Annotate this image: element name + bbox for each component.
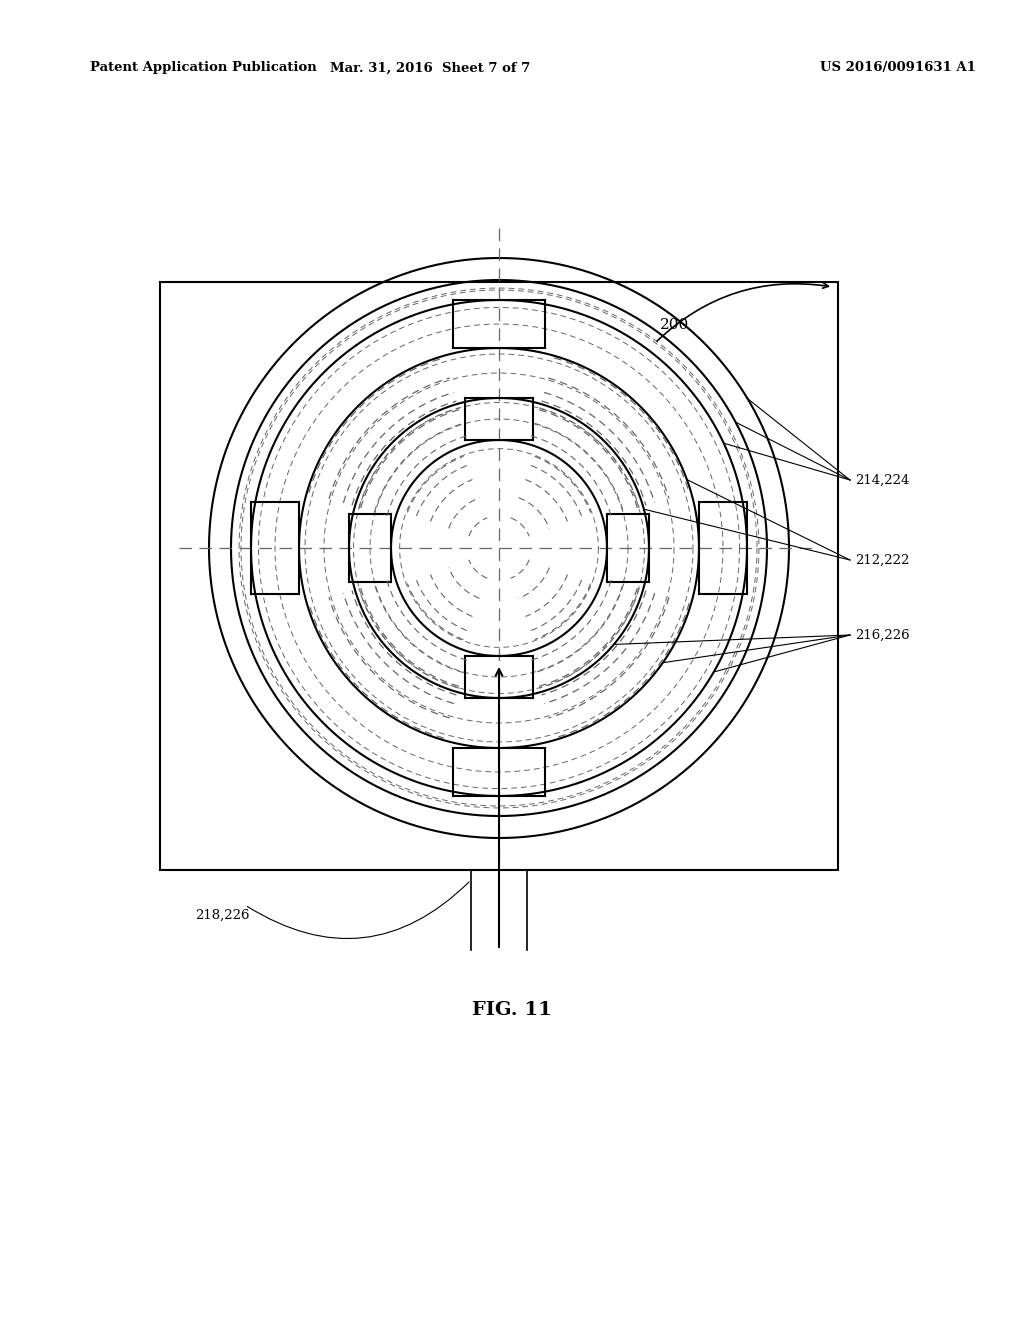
Text: Patent Application Publication: Patent Application Publication bbox=[90, 62, 316, 74]
Text: 216,226: 216,226 bbox=[855, 628, 909, 642]
Text: Mar. 31, 2016  Sheet 7 of 7: Mar. 31, 2016 Sheet 7 of 7 bbox=[330, 62, 530, 74]
Text: 214,224: 214,224 bbox=[855, 474, 909, 487]
Text: US 2016/0091631 A1: US 2016/0091631 A1 bbox=[820, 62, 976, 74]
Text: FIG. 11: FIG. 11 bbox=[472, 1001, 552, 1019]
Text: 218,226: 218,226 bbox=[195, 908, 250, 921]
Text: 200: 200 bbox=[660, 318, 689, 333]
Text: 212,222: 212,222 bbox=[855, 553, 909, 566]
